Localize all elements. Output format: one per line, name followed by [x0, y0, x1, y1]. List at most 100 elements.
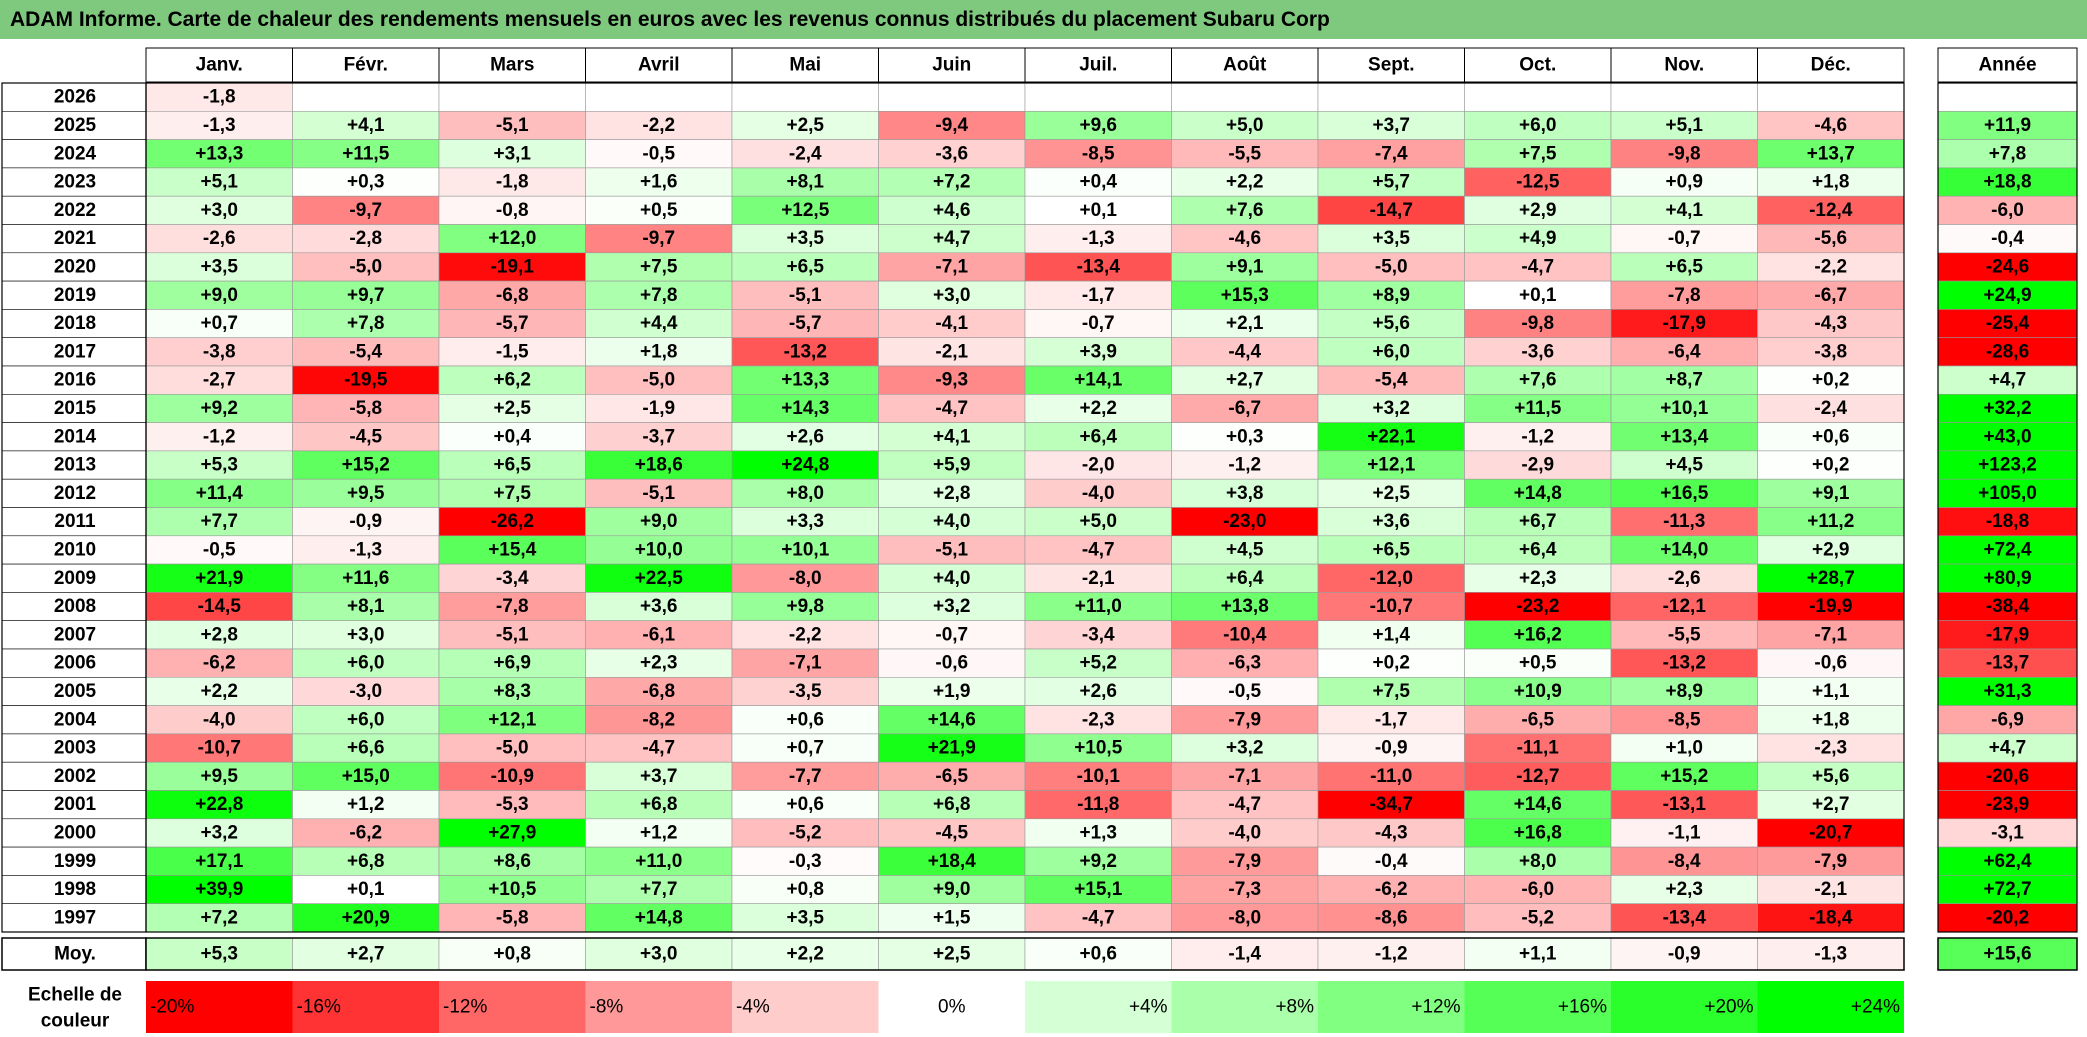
heat-cell-value: +1,3	[1079, 822, 1117, 843]
year-total-header: Année	[1978, 55, 2036, 76]
heat-cell	[1024, 620, 1172, 650]
heat-cell	[438, 337, 586, 367]
scale-swatch	[1025, 981, 1172, 1033]
heat-cell-value: -11,0	[1370, 766, 1412, 787]
heat-cell	[878, 195, 1026, 225]
heat-cell-value: -8,6	[1375, 907, 1408, 928]
year-total-cell	[1937, 422, 2078, 452]
heat-cell-value: -4,0	[1082, 483, 1115, 504]
heat-cell-value: -23,2	[1516, 596, 1559, 617]
heat-cell-value: +12,5	[781, 200, 830, 221]
year-total-value: +24,9	[1983, 285, 2031, 306]
heat-cell-value: +3,5	[1372, 228, 1410, 249]
scale-label-line1: Echelle de	[28, 985, 122, 1006]
heat-cell-value: -0,5	[1228, 681, 1261, 702]
heat-cell	[585, 365, 733, 395]
heat-cell-value: +8,7	[1665, 370, 1703, 391]
heat-cell	[1464, 280, 1612, 310]
heat-cell	[1464, 224, 1612, 254]
heat-cell	[145, 620, 293, 650]
heat-cell-value: +14,6	[928, 709, 976, 730]
heat-cell	[292, 563, 440, 593]
heat-cell-value: -6,0	[1521, 879, 1554, 900]
year-total-value: +4,7	[1989, 738, 2027, 759]
month-header-cell	[438, 47, 586, 83]
scale-swatch	[585, 981, 732, 1033]
heat-cell-value: +6,0	[347, 653, 385, 674]
heat-cell-value: +2,5	[786, 115, 824, 136]
heat-cell	[731, 422, 879, 452]
heat-cell-value: -2,1	[935, 341, 968, 362]
heat-cell-value: +0,1	[347, 879, 385, 900]
heat-cell	[731, 82, 879, 112]
avg-value: +1,1	[1519, 944, 1557, 965]
heat-cell-value: -3,6	[935, 143, 968, 164]
heat-cell	[1610, 365, 1758, 395]
heat-cell	[1317, 563, 1465, 593]
heat-cell	[1171, 592, 1319, 622]
heat-cell	[1757, 733, 1905, 763]
heat-cell-value: -5,4	[349, 341, 382, 362]
heat-cell	[731, 450, 879, 480]
heat-cell-value: -6,3	[1228, 653, 1261, 674]
heat-cell	[731, 733, 879, 763]
heat-cell	[1171, 111, 1319, 140]
heat-cell	[1464, 393, 1612, 423]
heat-cell	[731, 139, 879, 169]
heat-cell-value: -7,9	[1814, 851, 1847, 872]
month-header-cell	[731, 47, 879, 83]
heat-cell	[1024, 648, 1172, 678]
heat-cell-value: +9,0	[640, 511, 678, 532]
avg-cell	[585, 937, 733, 971]
year-label: 1998	[54, 879, 96, 900]
heat-cell-value: -5,1	[496, 624, 529, 645]
heat-cell-value: +14,8	[1514, 483, 1562, 504]
heat-cell	[585, 535, 733, 565]
scale-label: -20%	[150, 997, 194, 1018]
heat-cell-value: +11,5	[342, 143, 389, 164]
heat-cell	[878, 111, 1026, 140]
heat-cell-value: -9,8	[1668, 143, 1701, 164]
heat-cell-value: +6,4	[1226, 568, 1264, 589]
avg-cell	[438, 937, 586, 971]
heat-cell-value: -4,6	[1228, 228, 1261, 249]
heat-cell	[731, 592, 879, 622]
heat-cell-value: +6,4	[1079, 426, 1117, 447]
heat-cell	[292, 620, 440, 650]
heat-cell-value: +4,5	[1665, 455, 1703, 476]
heat-cell	[1464, 478, 1612, 508]
heat-cell	[1757, 167, 1905, 197]
heat-cell-value: +0,2	[1812, 370, 1850, 391]
heat-cell	[1610, 846, 1758, 876]
heat-cell-value: -1,3	[349, 539, 382, 560]
heat-cell	[1757, 507, 1905, 537]
heat-cell	[1317, 535, 1465, 565]
avg-cell	[1171, 937, 1319, 971]
heat-cell-value: +5,6	[1372, 313, 1410, 334]
scale-label-line2: couleur	[41, 1011, 110, 1032]
heat-cell	[1464, 846, 1612, 876]
heat-cell	[1610, 280, 1758, 310]
heat-cell-value: -0,9	[349, 511, 382, 532]
heat-cell-value: +9,5	[200, 766, 238, 787]
heat-cell-value: +0,6	[786, 709, 824, 730]
year-label: 2020	[54, 256, 96, 277]
heat-cell-value: +15,4	[488, 539, 537, 560]
heat-cell-value: +3,5	[200, 256, 238, 277]
month-header: Sept.	[1368, 55, 1414, 76]
heat-cell-value: +1,9	[933, 681, 971, 702]
heat-cell	[438, 393, 586, 423]
year-label-cell	[1, 733, 147, 763]
heat-cell	[145, 280, 293, 310]
avg-cell	[292, 937, 440, 971]
heat-cell-value: +8,0	[1519, 851, 1557, 872]
heat-cell-value: -5,2	[1521, 907, 1554, 928]
year-label: 2007	[54, 624, 96, 645]
year-label: 2008	[54, 596, 96, 617]
heat-cell	[878, 82, 1026, 112]
heat-cell	[1464, 422, 1612, 452]
heat-cell	[1757, 365, 1905, 395]
heat-cell-value: -5,4	[1375, 370, 1408, 391]
heat-cell	[1757, 252, 1905, 282]
month-header: Févr.	[344, 55, 388, 76]
